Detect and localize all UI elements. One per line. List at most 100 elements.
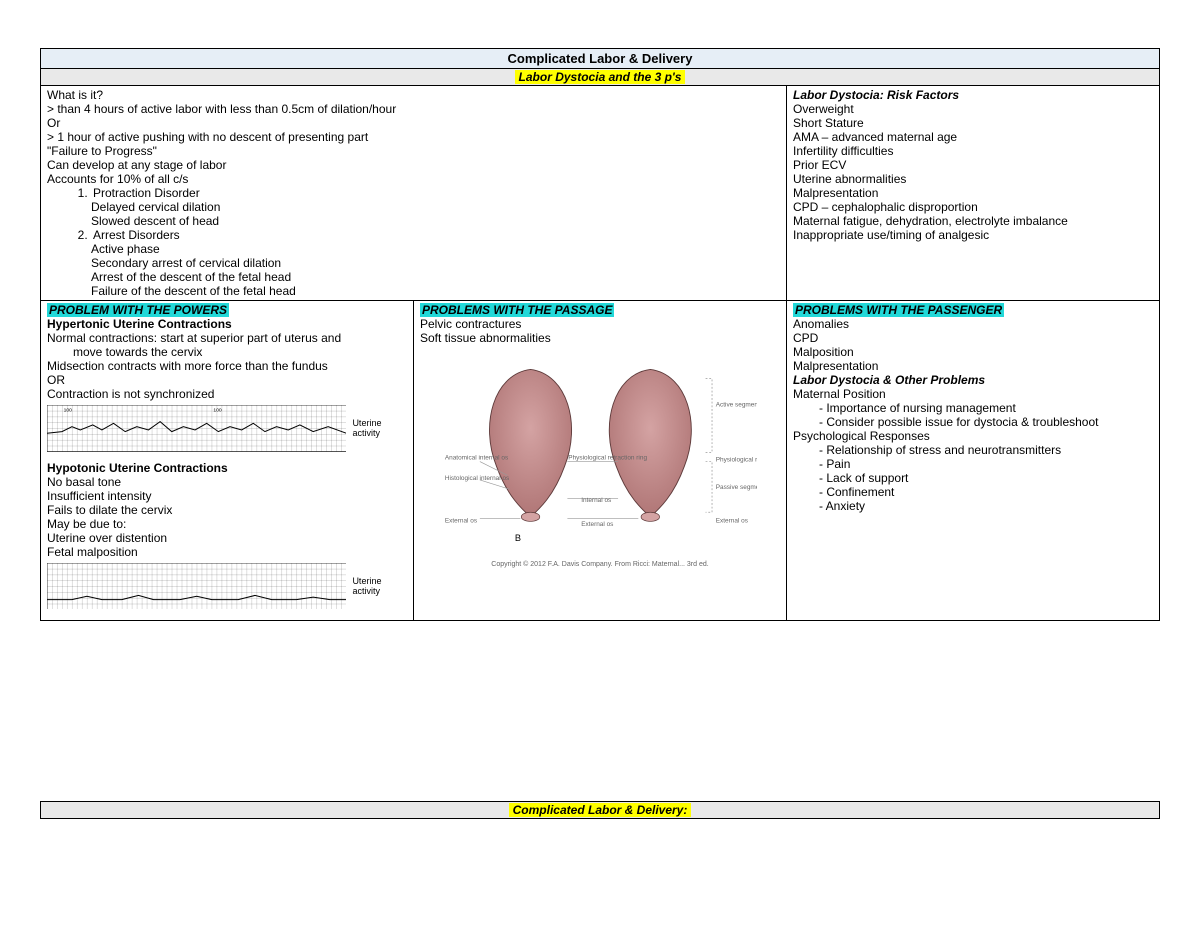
def-list2: Arrest Disorders: [47, 228, 780, 242]
risk-r7: Malpresentation: [793, 186, 1153, 200]
lbl-ext-os2: External os: [582, 521, 614, 528]
def-list: Protraction Disorder: [47, 186, 780, 200]
risk-r6: Uterine abnormalities: [793, 172, 1153, 186]
lbl-phys-ring2: Physiological retraction ring: [716, 457, 757, 464]
page-title: Complicated Labor & Delivery: [41, 49, 1160, 69]
pass-pr-a-text: Relationship of stress and neurotransmit…: [826, 443, 1061, 457]
risk-r4: Infertility difficulties: [793, 144, 1153, 158]
pass-mp-a: - Importance of nursing management: [793, 401, 1153, 415]
pass-pr-c: - Lack of support: [793, 471, 1153, 485]
definition-cell: What is it? > than 4 hours of active lab…: [41, 86, 787, 301]
hyper-l1b: move towards the cervix: [47, 345, 407, 359]
risk-cell: Labor Dystocia: Risk Factors Overweight …: [787, 86, 1160, 301]
hypo-title: Hypotonic Uterine Contractions: [47, 461, 407, 475]
hyper-strip-chart: 100 100: [47, 405, 346, 452]
def-n1b: Slowed descent of head: [47, 214, 780, 228]
powers-cell: PROBLEM WITH THE POWERS Hypertonic Uteri…: [41, 301, 414, 621]
def-n2: Arrest Disorders: [91, 228, 780, 242]
subtitle-text: Labor Dystocia and the 3 p's: [515, 70, 686, 84]
hypo-l5: Uterine over distention: [47, 531, 407, 545]
def-n1a: Delayed cervical dilation: [47, 200, 780, 214]
pass-pr-e: - Anxiety: [793, 499, 1153, 513]
footer-row: Complicated Labor & Delivery:: [41, 802, 1160, 819]
hypo-l1: No basal tone: [47, 475, 407, 489]
pass-pr-e-text: Anxiety: [826, 499, 865, 513]
risk-r2: Short Stature: [793, 116, 1153, 130]
lbl-phys-ring: Physiological retraction ring: [569, 455, 648, 462]
lbl-b: B: [515, 533, 521, 543]
hypo-l3: Fails to dilate the cervix: [47, 503, 407, 517]
hyper-title: Hypertonic Uterine Contractions: [47, 317, 407, 331]
pass-pr-b: - Pain: [793, 457, 1153, 471]
passage-header: PROBLEMS WITH THE PASSAGE: [420, 303, 614, 317]
hyper-strip-label: Uterine activity: [352, 418, 407, 438]
pass-pr-d: - Confinement: [793, 485, 1153, 499]
uterus-diagram-wrap: Anatomical internal os Histological inte…: [420, 345, 780, 570]
hyper-l1: Normal contractions: start at superior p…: [47, 331, 407, 345]
footer-text: Complicated Labor & Delivery:: [509, 803, 692, 817]
def-line2: > 1 hour of active pushing with no desce…: [47, 130, 780, 144]
risk-title: Labor Dystocia: Risk Factors: [793, 88, 1153, 102]
risk-r10: Inappropriate use/timing of analgesic: [793, 228, 1153, 242]
footer-table: Complicated Labor & Delivery:: [40, 801, 1160, 819]
three-p-row: PROBLEM WITH THE POWERS Hypertonic Uteri…: [41, 301, 1160, 621]
hypo-strip-wrap: Uterine activity: [47, 563, 407, 610]
def-quote: "Failure to Progress": [47, 144, 780, 158]
hyper-strip-caption: [47, 454, 407, 461]
pass-pr-a: - Relationship of stress and neurotransm…: [793, 443, 1153, 457]
pass-l2: CPD: [793, 331, 1153, 345]
powers-header: PROBLEM WITH THE POWERS: [47, 303, 229, 317]
def-n1-label: Protraction Disorder: [93, 186, 200, 200]
lbl-ext-os3: External os: [716, 517, 748, 524]
lbl-active: Active segment: [716, 401, 757, 408]
risk-r9: Maternal fatigue, dehydration, electroly…: [793, 214, 1153, 228]
hypo-l6: Fetal malposition: [47, 545, 407, 559]
lbl-passive: Passive segment: [716, 484, 757, 491]
def-or: Or: [47, 116, 780, 130]
passenger-cell: PROBLEMS WITH THE PASSENGER Anomalies CP…: [787, 301, 1160, 621]
def-n2c: Arrest of the descent of the fetal head: [47, 270, 780, 284]
pass-mp: Maternal Position: [793, 387, 1153, 401]
pass-mp-b-text: Consider possible issue for dystocia & t…: [826, 415, 1098, 429]
def-n2b: Secondary arrest of cervical dilation: [47, 256, 780, 270]
hypo-strip-label: Uterine activity: [352, 576, 407, 596]
def-stage: Can develop at any stage of labor: [47, 158, 780, 172]
def-n2d: Failure of the descent of the fetal head: [47, 284, 780, 298]
pass-mp-b: - Consider possible issue for dystocia &…: [793, 415, 1153, 429]
pass-subtitle: Labor Dystocia & Other Problems: [793, 373, 1153, 387]
pass-pr-c-text: Lack of support: [826, 471, 908, 485]
pass-pr-d-text: Confinement: [826, 485, 894, 499]
passage-l1: Pelvic contractures: [420, 317, 780, 331]
lbl-int-os: Internal os: [582, 497, 612, 504]
lbl-anat-int: Anatomical internal os: [445, 455, 508, 462]
passage-cell: PROBLEMS WITH THE PASSAGE Pelvic contrac…: [414, 301, 787, 621]
definition-row: What is it? > than 4 hours of active lab…: [41, 86, 1160, 301]
pass-l1: Anomalies: [793, 317, 1153, 331]
risk-r8: CPD – cephalophalic disproportion: [793, 200, 1153, 214]
subtitle-row: Labor Dystocia and the 3 p's: [41, 69, 1160, 86]
subtitle-cell: Labor Dystocia and the 3 p's: [41, 69, 1160, 86]
svg-text:100: 100: [213, 408, 222, 414]
hyper-l3: Contraction is not synchronized: [47, 387, 407, 401]
svg-text:100: 100: [64, 408, 73, 414]
def-n1: Protraction Disorder: [91, 186, 780, 200]
pass-pr-b-text: Pain: [826, 457, 850, 471]
main-table: Complicated Labor & Delivery Labor Dysto…: [40, 48, 1160, 621]
footer-cell: Complicated Labor & Delivery:: [41, 802, 1160, 819]
pass-pr: Psychological Responses: [793, 429, 1153, 443]
def-n2a: Active phase: [47, 242, 780, 256]
uterus-diagram: Anatomical internal os Histological inte…: [443, 351, 756, 554]
pass-l4: Malpresentation: [793, 359, 1153, 373]
hypo-strip-chart: [47, 563, 346, 610]
lbl-ext-os: External os: [445, 517, 477, 524]
title-row: Complicated Labor & Delivery: [41, 49, 1160, 69]
pass-mp-a-text: Importance of nursing management: [826, 401, 1015, 415]
def-n2-label: Arrest Disorders: [93, 228, 180, 242]
risk-r5: Prior ECV: [793, 158, 1153, 172]
hypo-l4: May be due to:: [47, 517, 407, 531]
pass-l3: Malposition: [793, 345, 1153, 359]
hypo-strip-caption: [47, 611, 407, 618]
passage-copyright: Copyright © 2012 F.A. Davis Company. Fro…: [422, 561, 778, 568]
hyper-or: OR: [47, 373, 407, 387]
hyper-l2: Midsection contracts with more force tha…: [47, 359, 407, 373]
